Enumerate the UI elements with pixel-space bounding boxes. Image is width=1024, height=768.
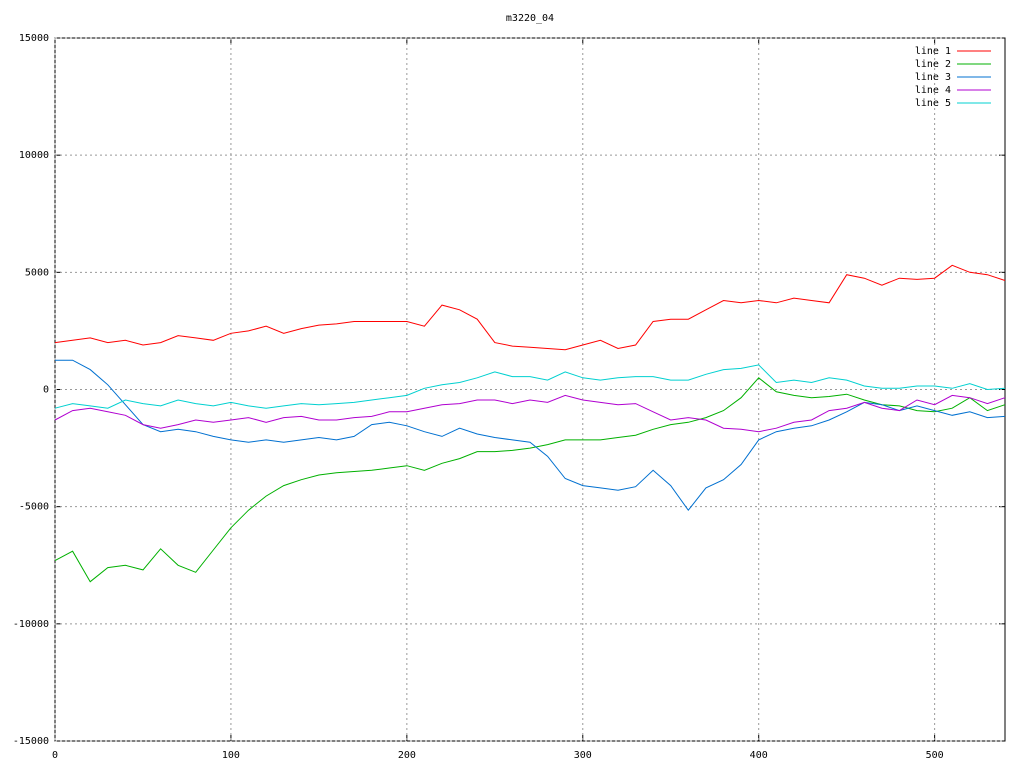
y-tick-label: -10000	[13, 619, 49, 630]
x-tick-label: 400	[750, 750, 768, 761]
x-tick-label: 200	[398, 750, 416, 761]
legend-label: line 3	[915, 72, 951, 83]
series-line	[54, 377, 1006, 583]
series-line	[54, 364, 1006, 409]
series-line	[54, 264, 1006, 351]
legend-label: line 5	[915, 98, 951, 109]
x-tick-label: 500	[926, 750, 944, 761]
legend-label: line 1	[915, 46, 951, 57]
series-line	[55, 359, 1006, 512]
series-line	[54, 394, 1006, 433]
x-tick-label: 0	[52, 750, 58, 761]
y-tick-label: 15000	[19, 33, 49, 44]
y-tick-label: 10000	[19, 150, 49, 161]
y-tick-label: -5000	[19, 502, 49, 513]
chart-title: m3220_04	[506, 13, 554, 24]
y-tick-label: 5000	[25, 267, 49, 278]
legend-label: line 4	[915, 85, 951, 96]
legend-label: line 2	[915, 59, 951, 70]
x-tick-label: 100	[222, 750, 240, 761]
y-tick-label: -15000	[13, 736, 49, 747]
y-tick-label: 0	[43, 385, 49, 396]
x-tick-label: 300	[574, 750, 592, 761]
